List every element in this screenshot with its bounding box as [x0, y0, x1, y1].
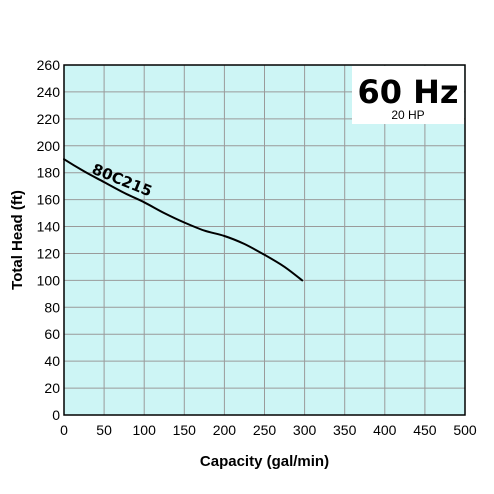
y-tick-label: 40 — [44, 353, 60, 369]
series-line-80C215 — [63, 158, 304, 282]
chart-subtitle: 20 HP — [391, 108, 424, 122]
x-tick-label: 100 — [133, 422, 157, 438]
x-tick-label: 50 — [96, 422, 112, 438]
y-tick-label: 60 — [44, 326, 60, 342]
y-tick-label: 220 — [37, 111, 61, 127]
plot-frame — [63, 64, 466, 416]
x-tick-label: 350 — [333, 422, 357, 438]
x-tick-label: 250 — [253, 422, 277, 438]
x-tick-label: 150 — [173, 422, 197, 438]
y-tick-label: 20 — [44, 380, 60, 396]
y-tick-label: 240 — [37, 84, 61, 100]
x-tick-label: 450 — [413, 422, 437, 438]
y-tick-label: 0 — [52, 407, 60, 423]
x-tick-label: 500 — [453, 422, 477, 438]
title-box — [352, 66, 464, 124]
y-tick-label: 260 — [37, 57, 61, 73]
x-tick-label: 400 — [373, 422, 397, 438]
y-tick-label: 80 — [44, 299, 60, 315]
x-axis-title: Capacity (gal/min) — [200, 453, 329, 470]
y-tick-label: 160 — [37, 192, 61, 208]
y-tick-label: 140 — [37, 219, 61, 235]
x-tick-label: 200 — [213, 422, 237, 438]
x-tick-label: 0 — [60, 422, 68, 438]
y-tick-label: 100 — [37, 272, 61, 288]
y-tick-label: 120 — [37, 245, 61, 261]
tick-labels: 0 50 100 150 200 250 300 350 400 450 500 0 20 40 60 80 1… — [37, 57, 477, 438]
y-tick-label: 200 — [37, 138, 61, 154]
y-axis-title: Total Head (ft) — [9, 190, 26, 290]
chart-title: 60 Hz — [357, 73, 458, 111]
x-tick-label: 300 — [293, 422, 317, 438]
y-tick-label: 180 — [37, 165, 61, 181]
